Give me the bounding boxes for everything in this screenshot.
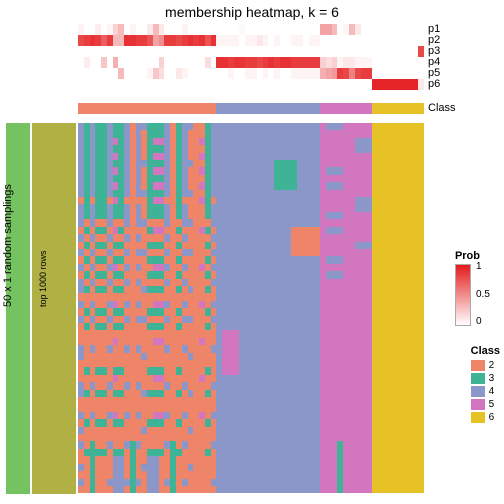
left-annotation-1 bbox=[6, 123, 30, 494]
legend-swatch: 5 bbox=[471, 398, 500, 411]
yaxis-label-2: top 1000 rows bbox=[38, 250, 48, 307]
tick: 0 bbox=[476, 316, 482, 327]
legend-prob-ticks: 1 0.5 0 bbox=[474, 264, 500, 324]
chart-title: membership heatmap, k = 6 bbox=[0, 4, 504, 20]
class-row-label: Class bbox=[428, 102, 456, 114]
yaxis-label-1: 50 x 1 random samplings bbox=[2, 184, 14, 307]
figure: membership heatmap, k = 6 p1p2p3p4p5p6Cl… bbox=[0, 0, 504, 504]
tick: 0.5 bbox=[476, 289, 490, 300]
prob-row-p5 bbox=[78, 68, 424, 79]
separator bbox=[78, 116, 424, 123]
membership-heatmap bbox=[78, 123, 424, 494]
legend-swatch: 4 bbox=[471, 385, 500, 398]
legend-swatch: 6 bbox=[471, 411, 500, 424]
prob-row-p4 bbox=[78, 57, 424, 68]
legend-swatch: 3 bbox=[471, 372, 500, 385]
legend-swatch: 2 bbox=[471, 359, 500, 372]
tick: 1 bbox=[476, 261, 482, 272]
prob-row-p6 bbox=[78, 79, 424, 90]
legend-class-items: 23456 bbox=[471, 359, 500, 424]
class-row bbox=[78, 103, 424, 114]
probability-rows: p1p2p3p4p5p6Class bbox=[78, 24, 424, 114]
legend-class-title: Class bbox=[471, 345, 500, 357]
left-annotation-2 bbox=[32, 123, 76, 494]
prob-row-p3 bbox=[78, 46, 424, 57]
legend-prob-gradient bbox=[455, 264, 471, 326]
legend-class: Class 23456 bbox=[471, 345, 500, 424]
legend-prob: Prob 1 0.5 0 bbox=[455, 250, 500, 326]
prob-row-p1 bbox=[78, 24, 424, 35]
prob-row-label: p6 bbox=[428, 78, 440, 90]
prob-row-p2 bbox=[78, 35, 424, 46]
